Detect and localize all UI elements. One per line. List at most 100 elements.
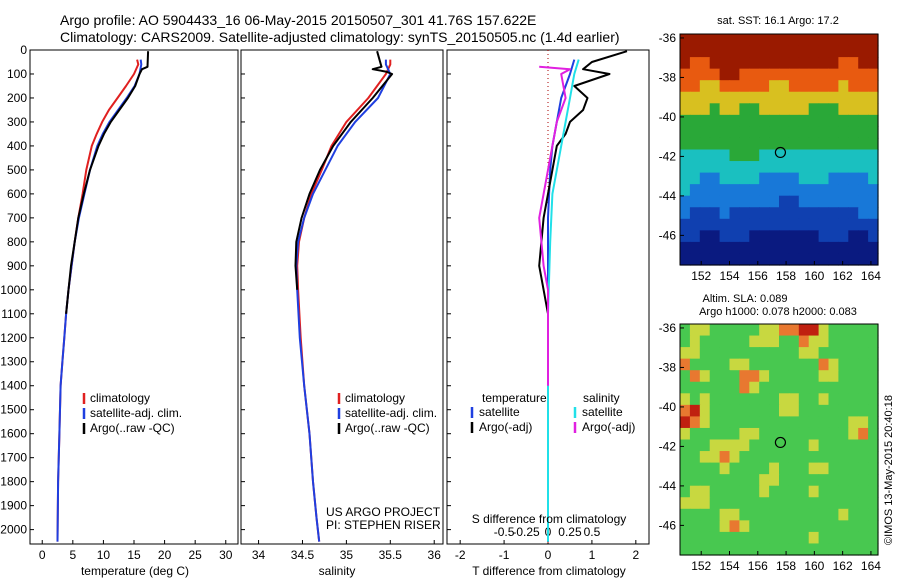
sla-map-cell [838,462,849,475]
temp-xlabel: temperature (deg C) [81,564,189,578]
sst-map-cell [729,253,740,266]
temperature-xtick-label: 30 [219,548,233,562]
sst-map-cell [729,149,740,162]
sla-map-cell [729,439,740,452]
sla-map-ytick-label: -46 [659,518,677,532]
sla-map-cell [699,439,711,452]
sla-map-cell [689,485,701,498]
sst-map-cell [868,253,879,266]
sst-map-cell [729,184,740,197]
sla-map-cell [749,531,760,545]
sla-map-cell [699,543,711,556]
sst-map-cell [828,184,839,197]
sst-map-cell [838,68,849,81]
temperature-ytick-label: 1800 [0,475,27,489]
sla-map-cell [798,393,810,406]
sla-map-cell [838,543,849,556]
sst-map-cell [788,218,800,231]
sst-map-ytick-label: -36 [659,31,677,45]
sla-map-cell [858,508,869,521]
temperature-xtick-label: 25 [188,548,202,562]
sst-map-cell [749,149,760,162]
sst-map-cell [848,114,859,127]
sst-map-cell [680,57,691,70]
sla-map-cell [779,370,790,383]
sla-map-cell [858,520,869,533]
sst-map-xtick-label: 156 [748,269,768,283]
sla-map-cell [719,393,731,406]
sla-map-cell [689,393,701,406]
sst-map-frame [679,33,879,266]
sla-map-cell [689,520,701,533]
sst-map-cell [779,114,790,127]
sst-map-cell [848,172,859,185]
salinity-series-blue [295,59,392,542]
sla-map-cell [838,497,849,510]
salinity-xtick-label: 36 [428,548,442,562]
sst-map-cell [798,241,810,255]
sst-map-cell [729,230,740,243]
sst-map-cell [808,218,820,231]
temperature-ytick-label: 100 [7,67,27,81]
sla-map-cell [680,393,691,406]
sst-map-cell [779,45,790,58]
legend-title-temperature: temperature [482,391,547,405]
sst-map-cell [759,172,770,185]
sst-map-cell [779,184,790,197]
sst-map-cell [749,137,760,151]
sla-map-cell [868,531,879,545]
sla-map-cell [749,347,760,360]
sst-map-cell [769,253,780,266]
temperature-ytick-label: 600 [7,187,27,201]
sst-map-cell [818,241,830,255]
sst-map-cell [729,172,740,185]
sla-map-cell [798,347,810,360]
sst-map-cell [729,34,740,47]
sst-map-ytick-label: -46 [659,228,677,242]
sst-map-ytick-label: -42 [659,149,677,163]
sst-map-cell [808,45,820,58]
sla-map-cell [828,485,839,498]
sst-map-cell [689,114,701,127]
sst-map-cell [858,114,869,127]
sst-map-cell [798,230,810,243]
sst-map-cell [719,195,731,208]
sst-map-cell [848,207,859,220]
sla-map-cell [689,370,701,383]
sla-map-cell [759,508,770,521]
sla-map-cell [749,462,760,475]
sla-map-cell [798,462,810,475]
sst-map-cell [769,57,780,70]
sla-map-cell [689,381,701,394]
sla-map-cell [699,370,711,383]
sla-map-cell [719,543,731,556]
sla-map-cell [858,335,869,348]
sla-map-cell [680,335,691,348]
sst-map-cell [818,195,830,208]
sla-map-cell [749,474,760,487]
sst-map-cell [719,91,731,104]
sla-map-cell [779,474,790,487]
sla-map-cell [868,370,879,383]
sst-map-cell [838,195,849,208]
sst-map-cell [798,45,810,58]
sla-map-cell [759,381,770,394]
sla-map-cell [709,462,721,475]
sst-map-cell [828,80,839,93]
salinity-xtick-label: 34.5 [291,548,315,562]
sst-map-cell [680,68,691,81]
sst-map-ytick-label: -40 [659,110,677,124]
sla-map-cell [719,520,731,533]
sst-map-cell [719,230,731,243]
sla-map-cell [828,474,839,487]
sla-map-cell [709,381,721,394]
sla-map-cell [788,543,800,556]
sla-map-cell [729,520,740,533]
sla-map-cell [838,451,849,464]
sla-map-cell [818,439,830,452]
sla-map-cell [719,381,731,394]
sla-map-cell [699,531,711,545]
sla-map-cell [838,474,849,487]
sst-map-cell [788,172,800,185]
sla-map-cell [680,497,691,510]
